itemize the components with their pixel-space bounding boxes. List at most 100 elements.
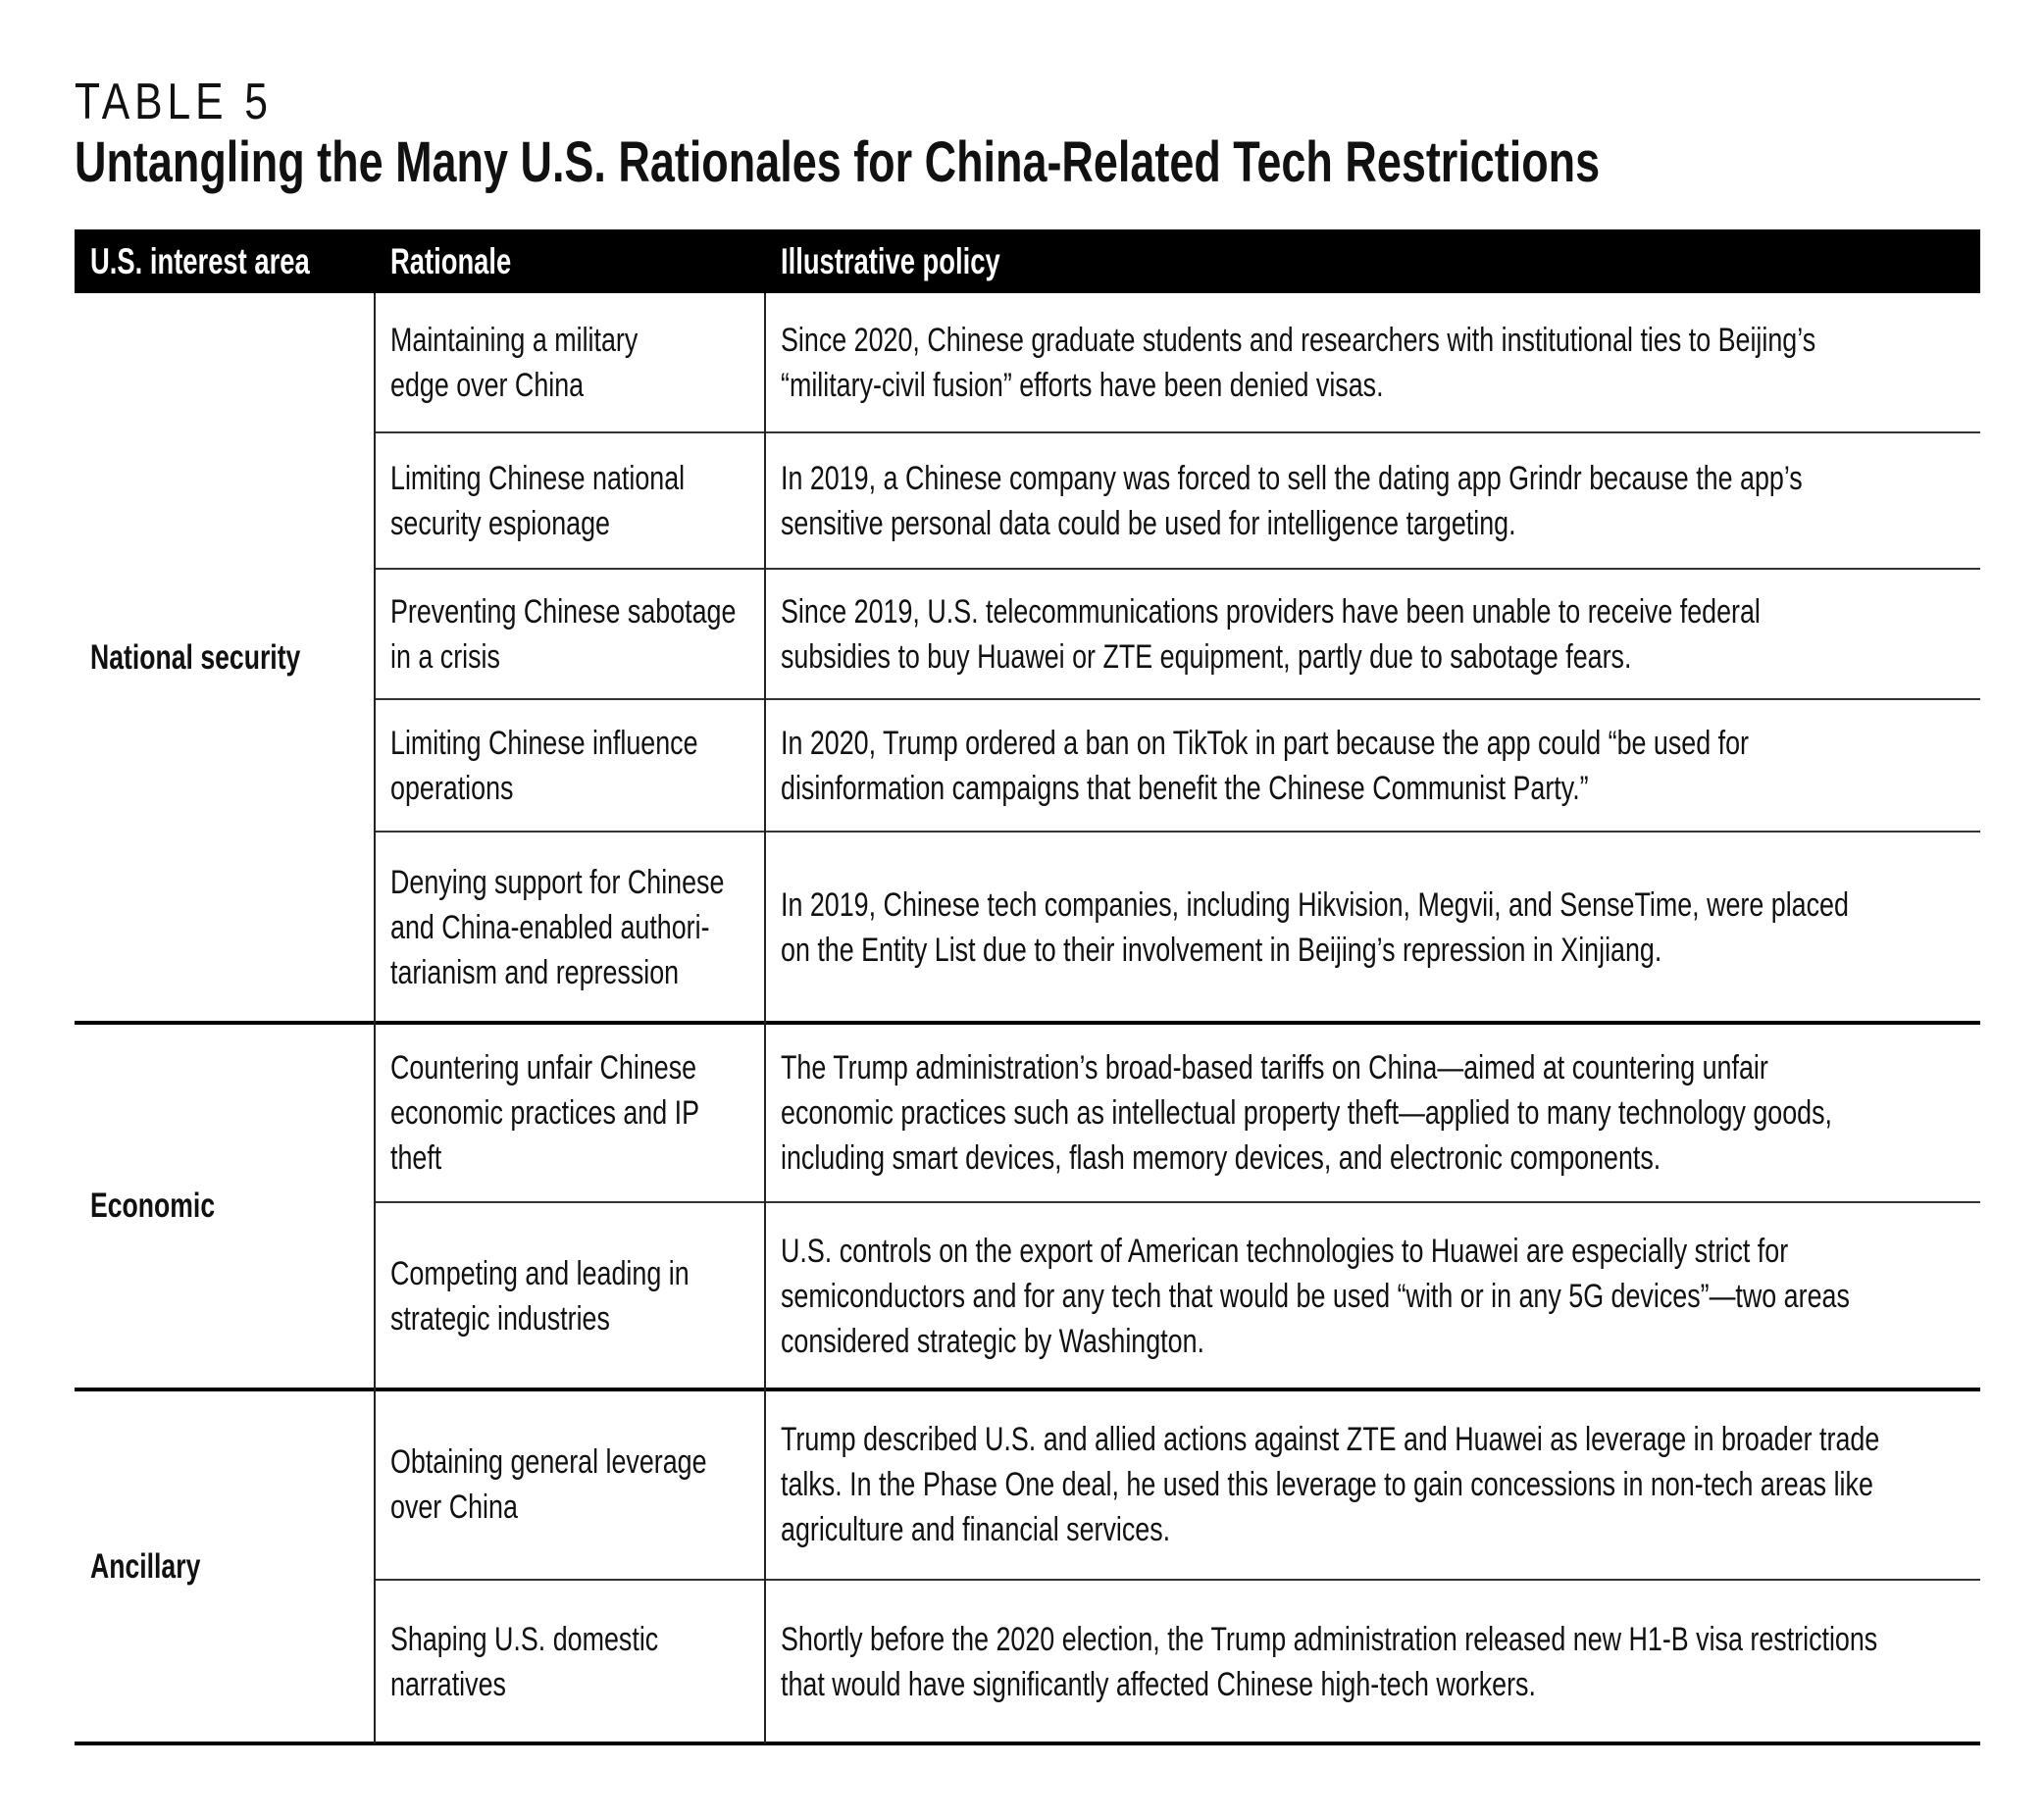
text-line: over China: [390, 1485, 753, 1530]
text-line: In 2019, a Chinese company was forced to…: [781, 456, 1967, 501]
text-line: including smart devices, flash memory de…: [781, 1136, 1967, 1181]
header-label: Illustrative policy: [781, 240, 1000, 281]
text-line: Denying support for Chinese: [390, 860, 753, 905]
text-line: agriculture and financial services.: [781, 1507, 1967, 1552]
policy-cell: In 2020, Trump ordered a ban on TikTok i…: [781, 699, 1967, 832]
group-label-text: Ancillary: [90, 1546, 201, 1586]
rationale-cell: Competing and leading in strategic indust…: [390, 1202, 753, 1389]
text-line-span: economic practices such as intellectual …: [781, 1093, 1833, 1132]
text-line: Preventing Chinese sabotage: [390, 589, 753, 634]
group-divider: [75, 1021, 1980, 1025]
text-line-span: talks. In the Phase One deal, he used th…: [781, 1466, 1873, 1503]
table-kicker: TABLE 5: [75, 73, 316, 131]
row-divider: [374, 431, 1980, 433]
policy-cell: Since 2019, U.S. telecommunications prov…: [781, 569, 1967, 699]
rationale-cell: Shaping U.S. domestic narratives: [390, 1580, 753, 1743]
text-line: In 2019, Chinese tech companies, includi…: [781, 883, 1967, 928]
text-line-span: Competing and leading in: [390, 1254, 690, 1292]
text-line-span: Trump described U.S. and allied actions …: [781, 1421, 1880, 1458]
text-line-span: agriculture and financial services.: [781, 1511, 1171, 1548]
text-line: Since 2019, U.S. telecommunications prov…: [781, 589, 1967, 634]
text-line: edge over China: [390, 363, 753, 408]
text-line-span: Maintaining a military: [390, 322, 639, 359]
row-divider: [374, 1201, 1980, 1203]
text-line: tarianism and repression: [390, 950, 753, 995]
text-line-span: Shortly before the 2020 election, the Tr…: [781, 1620, 1878, 1658]
text-line-span: that would have significantly affected C…: [781, 1665, 1536, 1703]
text-line-span: subsidies to buy Huawei or ZTE equipment…: [781, 637, 1632, 676]
group-divider: [75, 1742, 1980, 1745]
text-line: talks. In the Phase One deal, he used th…: [781, 1462, 1967, 1507]
policy-cell: Trump described U.S. and allied actions …: [781, 1389, 1967, 1580]
text-line: strategic industries: [390, 1296, 753, 1341]
text-line: In 2020, Trump ordered a ban on TikTok i…: [781, 721, 1967, 766]
text-line: considered strategic by Washington.: [781, 1319, 1967, 1364]
text-line-span: tarianism and repression: [390, 953, 680, 991]
text-line: Since 2020, Chinese graduate students an…: [781, 318, 1967, 363]
text-line: and China-enabled authori-: [390, 905, 753, 950]
text-line: security espionage: [390, 501, 753, 546]
table-title: Untangling the Many U.S. Rationales for …: [75, 129, 2043, 195]
policy-cell: The Trump administration’s broad-based t…: [781, 1023, 1967, 1202]
text-line-span: in a crisis: [390, 637, 500, 676]
group-label-text: National security: [90, 638, 301, 677]
text-line: Competing and leading in: [390, 1251, 753, 1296]
text-line-span: “military-civil fusion” efforts have bee…: [781, 367, 1384, 404]
text-line-span: Countering unfair Chinese: [390, 1048, 697, 1086]
rationale-cell: Limiting Chinese national security espion…: [390, 432, 753, 569]
text-line-span: Denying support for Chinese: [390, 863, 725, 901]
text-line: theft: [390, 1136, 753, 1181]
text-line-span: economic practices and IP: [390, 1093, 700, 1132]
text-line: Limiting Chinese influence: [390, 721, 753, 766]
text-line-span: In 2019, Chinese tech companies, includi…: [781, 885, 1849, 924]
text-line: Maintaining a military: [390, 318, 753, 363]
header-rationale: Rationale: [390, 229, 554, 293]
policy-cell: In 2019, a Chinese company was forced to…: [781, 432, 1967, 569]
text-line: semiconductors and for any tech that wou…: [781, 1274, 1967, 1319]
rationale-cell: Preventing Chinese sabotage in a crisis: [390, 569, 753, 699]
rationale-cell: Countering unfair Chinese economic practi…: [390, 1023, 753, 1202]
group-divider: [75, 1388, 1980, 1391]
title-text: Untangling the Many U.S. Rationales for …: [75, 130, 1601, 194]
text-line-span: strategic industries: [390, 1299, 610, 1338]
column-divider: [374, 293, 376, 1743]
text-line-span: U.S. controls on the export of American …: [781, 1232, 1789, 1270]
row-divider: [374, 1579, 1980, 1581]
text-line-span: semiconductors and for any tech that wou…: [781, 1277, 1850, 1315]
rationale-cell: Obtaining general leverage over China: [390, 1389, 753, 1580]
text-line: Countering unfair Chinese: [390, 1045, 753, 1090]
text-line-span: Obtaining general leverage: [390, 1443, 707, 1481]
text-line: Limiting Chinese national: [390, 456, 753, 501]
header-label: U.S. interest area: [90, 240, 310, 281]
policy-cell: Shortly before the 2020 election, the Tr…: [781, 1580, 1967, 1743]
text-line-span: and China-enabled authori-: [390, 908, 710, 946]
row-divider: [374, 568, 1980, 570]
text-line-span: theft: [390, 1138, 442, 1177]
text-line: operations: [390, 766, 753, 811]
text-line-span: Limiting Chinese influence: [390, 724, 698, 762]
text-line: Shaping U.S. domestic: [390, 1617, 753, 1662]
text-line-span: sensitive personal data could be used fo…: [781, 504, 1516, 542]
text-line: Obtaining general leverage: [390, 1439, 753, 1485]
header-interest-area: U.S. interest area: [90, 229, 386, 293]
group-label-2: Ancillary: [90, 1389, 365, 1743]
text-line-span: edge over China: [390, 367, 585, 404]
text-line: “military-civil fusion” efforts have bee…: [781, 363, 1967, 408]
policy-cell: Since 2020, Chinese graduate students an…: [781, 293, 1967, 432]
text-line-span: considered strategic by Washington.: [781, 1322, 1204, 1360]
text-line: sensitive personal data could be used fo…: [781, 501, 1967, 546]
text-line-span: over China: [390, 1489, 518, 1526]
text-line: U.S. controls on the export of American …: [781, 1229, 1967, 1274]
text-line-span: security espionage: [390, 504, 610, 542]
policy-cell: In 2019, Chinese tech companies, includi…: [781, 832, 1967, 1023]
group-label-1: Economic: [90, 1023, 365, 1389]
group-label-text: Economic: [90, 1187, 216, 1225]
text-line: on the Entity List due to their involvem…: [781, 928, 1967, 973]
column-divider: [764, 293, 766, 1743]
text-line: disinformation campaigns that benefit th…: [781, 766, 1967, 811]
text-line-span: Since 2020, Chinese graduate students an…: [781, 322, 1816, 359]
group-label-0: National security: [90, 293, 365, 1023]
text-line: Trump described U.S. and allied actions …: [781, 1417, 1967, 1462]
text-line: that would have significantly affected C…: [781, 1662, 1967, 1707]
text-line-span: disinformation campaigns that benefit th…: [781, 769, 1589, 807]
